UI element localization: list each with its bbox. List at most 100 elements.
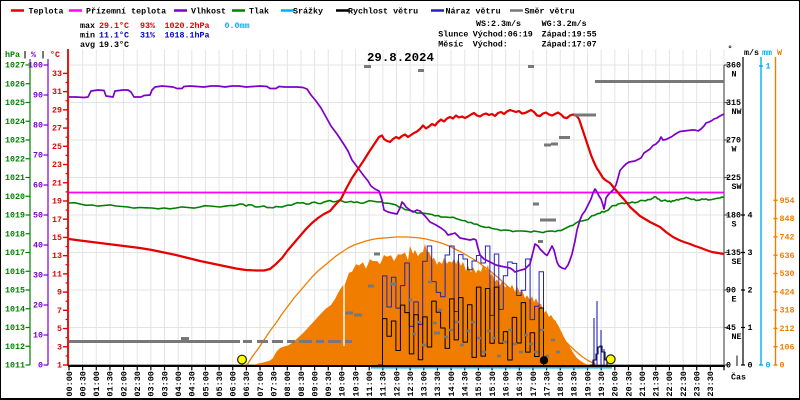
svg-text:19:00: 19:00 [583, 371, 593, 397]
svg-text:19.3°C: 19.3°C [99, 40, 129, 50]
svg-text:1: 1 [748, 323, 753, 333]
svg-text:min: min [80, 31, 95, 41]
svg-text:0: 0 [780, 361, 785, 371]
svg-text:21:30: 21:30 [652, 371, 662, 397]
svg-text:0: 0 [726, 361, 731, 371]
svg-text:04:30: 04:30 [188, 371, 198, 397]
svg-text:|: | [23, 50, 28, 60]
svg-text:9: 9 [57, 288, 62, 298]
svg-text:WS:2.3m/s: WS:2.3m/s [476, 19, 521, 29]
svg-text:08:00: 08:00 [283, 371, 293, 397]
svg-text:2: 2 [748, 286, 753, 296]
svg-text:50: 50 [33, 211, 43, 221]
svg-text:m/s: m/s [744, 48, 759, 58]
svg-text:10:00: 10:00 [338, 371, 348, 397]
svg-text:12:00: 12:00 [392, 371, 402, 397]
svg-text:40: 40 [33, 241, 43, 251]
svg-text:530: 530 [780, 269, 795, 279]
svg-text:09:30: 09:30 [324, 371, 334, 397]
svg-text:1024: 1024 [5, 117, 25, 127]
svg-text:5: 5 [57, 324, 62, 334]
svg-text:16:00: 16:00 [502, 371, 512, 397]
svg-text:Západ:19:55: Západ:19:55 [542, 29, 597, 39]
svg-text:hPa: hPa [5, 50, 20, 60]
svg-text:1015: 1015 [5, 286, 25, 296]
svg-text:3: 3 [57, 342, 62, 352]
svg-text:1014: 1014 [5, 304, 25, 314]
svg-text:636: 636 [780, 251, 795, 261]
svg-text:30: 30 [33, 271, 43, 281]
svg-text:3: 3 [748, 248, 753, 258]
svg-text:1: 1 [766, 62, 771, 72]
svg-text:0.0mm: 0.0mm [225, 21, 250, 31]
svg-text:05:30: 05:30 [215, 371, 225, 397]
svg-text:12:30: 12:30 [406, 371, 416, 397]
svg-text:315: 315 [726, 98, 741, 108]
svg-text:Tlak: Tlak [249, 7, 269, 17]
svg-text:25: 25 [52, 142, 62, 152]
svg-text:60: 60 [33, 181, 43, 191]
svg-text:1018: 1018 [5, 229, 25, 239]
svg-text:SW: SW [732, 182, 742, 192]
svg-text:1025: 1025 [5, 98, 25, 108]
svg-text:°C: °C [50, 50, 60, 60]
svg-text:Čas: Čas [731, 372, 746, 383]
svg-text:4: 4 [748, 211, 753, 221]
svg-text:31%: 31% [140, 31, 156, 41]
svg-text:1023: 1023 [5, 136, 25, 146]
svg-text:1027: 1027 [5, 61, 25, 71]
svg-text:7: 7 [57, 306, 62, 316]
svg-text:270: 270 [726, 136, 741, 146]
svg-text:70: 70 [33, 151, 43, 161]
svg-text:13:30: 13:30 [433, 371, 443, 397]
svg-text:954: 954 [780, 196, 795, 206]
svg-text:848: 848 [780, 214, 795, 224]
svg-text:W: W [732, 145, 737, 155]
svg-text:20:30: 20:30 [624, 371, 634, 397]
svg-text:90: 90 [726, 286, 736, 296]
svg-text:18:30: 18:30 [570, 371, 580, 397]
svg-text:Srážky: Srážky [293, 7, 323, 17]
svg-text:17:30: 17:30 [542, 371, 552, 397]
svg-text:1018.1hPa: 1018.1hPa [165, 31, 210, 41]
svg-text:225: 225 [726, 173, 741, 183]
svg-text:19:30: 19:30 [597, 371, 607, 397]
svg-text:27: 27 [52, 124, 62, 134]
svg-text:01:30: 01:30 [106, 371, 116, 397]
svg-text:21:00: 21:00 [638, 371, 648, 397]
svg-text:29.8.2024: 29.8.2024 [367, 51, 434, 65]
svg-text:01:00: 01:00 [92, 371, 102, 397]
svg-text:29.1°C: 29.1°C [99, 21, 129, 31]
svg-text:06:00: 06:00 [229, 371, 239, 397]
svg-text:WG:3.2m/s: WG:3.2m/s [542, 19, 587, 29]
svg-text:Rychlost větru: Rychlost větru [348, 7, 418, 17]
svg-text:180: 180 [726, 211, 741, 221]
svg-text:17:00: 17:00 [529, 371, 539, 397]
svg-text:|: | [41, 50, 46, 60]
svg-text:Východ:: Východ: [473, 40, 508, 50]
svg-text:NW: NW [732, 107, 742, 117]
svg-text:13: 13 [52, 251, 62, 261]
svg-text:22:30: 22:30 [679, 371, 689, 397]
svg-text:08:30: 08:30 [297, 371, 307, 397]
svg-text:Slunce: Slunce [438, 29, 468, 39]
svg-text:11:30: 11:30 [379, 371, 389, 397]
svg-text:0: 0 [766, 361, 771, 371]
svg-text:1019: 1019 [5, 211, 25, 221]
svg-text:11.1°C: 11.1°C [99, 31, 129, 41]
svg-text:80: 80 [33, 121, 43, 131]
svg-text:20: 20 [33, 301, 43, 311]
svg-text:02:30: 02:30 [133, 371, 143, 397]
svg-text:05:00: 05:00 [201, 371, 211, 397]
svg-text:09:00: 09:00 [310, 371, 320, 397]
svg-text:Náraz větru: Náraz větru [446, 7, 501, 17]
svg-text:31: 31 [52, 87, 62, 97]
svg-text:mm: mm [762, 48, 772, 58]
svg-text:90: 90 [33, 91, 43, 101]
svg-text:1020: 1020 [5, 192, 25, 202]
svg-text:02:00: 02:00 [119, 371, 129, 397]
svg-text:1012: 1012 [5, 342, 25, 352]
svg-text:Měsíc: Měsíc [438, 40, 463, 50]
svg-text:13:00: 13:00 [420, 371, 430, 397]
svg-text:14:00: 14:00 [447, 371, 457, 397]
